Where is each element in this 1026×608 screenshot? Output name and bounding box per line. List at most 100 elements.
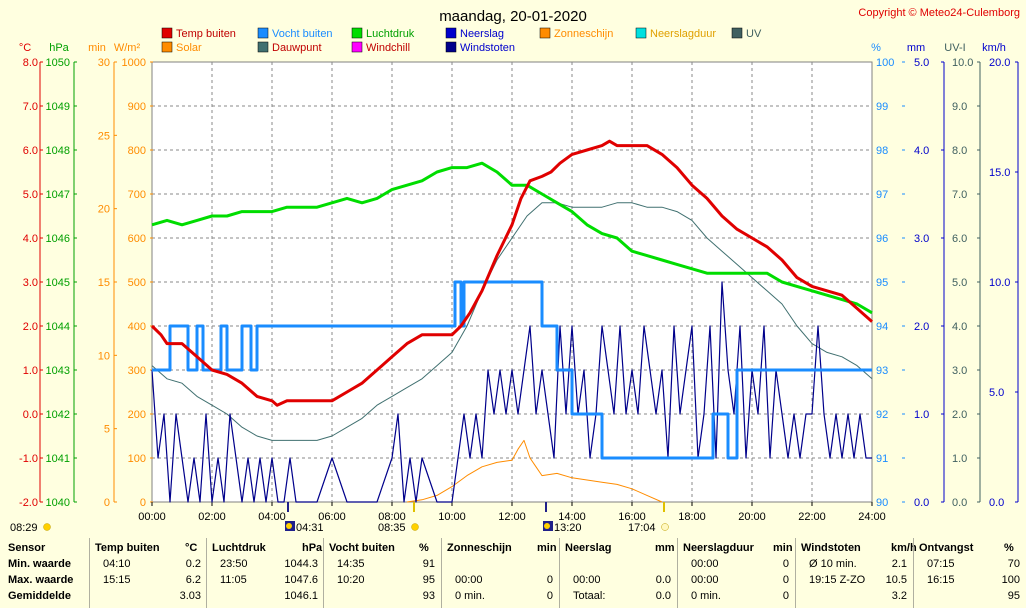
tick-label-solar: 200 [128, 409, 146, 421]
tick-label-solar: 0 [140, 497, 146, 509]
tick-label-uv: 3.0 [952, 365, 967, 377]
legend-swatch [257, 27, 269, 39]
table-cell-value: 1044.3 [284, 558, 318, 570]
series-solar [406, 439, 663, 503]
axis-unit-uv: UV-I [944, 42, 965, 54]
table-cell-value: 0.0 [655, 574, 671, 586]
table-cell-value: 3.03 [179, 590, 201, 602]
tick-label-humidity: 97 [876, 189, 888, 201]
table-cell-time: 07:15 [927, 558, 955, 570]
table-cell-value: 0 [546, 574, 553, 586]
table-cell-time: 0 min. [455, 590, 485, 602]
table-cell-value: 0 [782, 574, 789, 586]
tick-label-temp: 0.0 [23, 409, 38, 421]
tick-label-pressure: 1047 [46, 189, 70, 201]
tick-label-temp: -1.0 [19, 453, 38, 465]
tick-label-uv: 2.0 [952, 409, 967, 421]
tick-label-pressure: 1044 [46, 321, 70, 333]
tick-label-solar: 900 [128, 101, 146, 113]
table-cell-time: 0 min. [691, 590, 721, 602]
tick-label-humidity: 93 [876, 365, 888, 377]
tick-label-humidity: 95 [876, 277, 888, 289]
axis-unit-rain: mm [907, 42, 925, 54]
legend-label: Solar [176, 42, 202, 54]
tick-label-humidity: 100 [876, 57, 894, 69]
table-cell-value: 6.2 [185, 574, 201, 586]
tick-label-temp: 3.0 [23, 277, 38, 289]
tick-label-uv: 9.0 [952, 101, 967, 113]
legend-swatch [161, 41, 173, 53]
tick-label-temp: -2.0 [19, 497, 38, 509]
table-column-unit: % [1004, 542, 1014, 554]
tick-label-solar: 800 [128, 145, 146, 157]
series-windstoten [151, 281, 872, 503]
legend-label: Zonneschijn [554, 28, 613, 40]
tick-label-solar: 100 [128, 453, 146, 465]
x-tick-label: 10:00 [438, 511, 466, 523]
table-column-divider [559, 538, 560, 608]
tick-label-humidity: 99 [876, 101, 888, 113]
table-cell-time: 00:00 [691, 574, 719, 586]
moon-icon-disc [544, 523, 550, 529]
legend-label: Neerslag [460, 28, 504, 40]
axis-unit-sunshine: min [88, 42, 106, 54]
table-cell-time: 23:50 [220, 558, 248, 570]
table-cell-time: 00:00 [573, 574, 601, 586]
table-row-label: Sensor [8, 542, 46, 554]
table-column-divider [89, 538, 90, 608]
table-cell-time: 16:15 [927, 574, 955, 586]
legend-label: Vocht buiten [272, 28, 333, 40]
tick-label-uv: 4.0 [952, 321, 967, 333]
x-tick-label: 12:00 [498, 511, 526, 523]
tick-label-sunshine: 10 [98, 350, 110, 362]
table-cell-value: 95 [1007, 590, 1020, 602]
tick-label-sunshine: 30 [98, 57, 110, 69]
table-column-divider [677, 538, 678, 608]
tick-label-sunshine: 25 [98, 130, 110, 142]
table-cell-value: 2.1 [891, 558, 907, 570]
table-column-divider [913, 538, 914, 608]
legend-swatch [257, 41, 269, 53]
tick-label-humidity: 91 [876, 453, 888, 465]
tick-label-rain: 2.0 [914, 321, 929, 333]
series-temp-buiten [150, 139, 873, 407]
tick-label-pressure: 1046 [46, 233, 70, 245]
tick-label-sunshine: 15 [98, 277, 110, 289]
table-column-unit: % [419, 542, 429, 554]
table-column-unit: min [537, 542, 557, 554]
legend-swatch [445, 27, 457, 39]
tick-label-pressure: 1048 [46, 145, 70, 157]
table-cell-value: 100 [1001, 574, 1020, 586]
tick-label-rain: 1.0 [914, 409, 929, 421]
tick-label-solar: 1000 [122, 57, 146, 69]
legend-swatch [445, 41, 457, 53]
legend-swatch [351, 27, 363, 39]
table-cell-value: 1046.1 [284, 590, 318, 602]
legend-label: Neerslagduur [650, 28, 716, 40]
table-column-header: Luchtdruk [212, 542, 266, 554]
table-cell-time: 11:05 [220, 574, 247, 586]
x-tick-label: 18:00 [678, 511, 706, 523]
chart-legend: Temp buiten Vocht buiten Luchtdruk Neerslag… [161, 27, 762, 54]
x-tick-label: 08:00 [378, 511, 406, 523]
tick-label-wind: 5.0 [989, 387, 1004, 399]
tick-label-temp: 6.0 [23, 145, 38, 157]
table-cell-value: 0 [782, 558, 789, 570]
table-cell-value: 70 [1007, 558, 1020, 570]
table-cell-value: 0 [782, 590, 789, 602]
legend-label: Temp buiten [176, 28, 236, 40]
tick-label-temp: 4.0 [23, 233, 38, 245]
statistics-table: Sensor Min. waarde Max. waarde Gemiddelde Te… [0, 538, 1026, 608]
series-vocht-buiten [152, 280, 872, 460]
table-column-divider [795, 538, 796, 608]
table-row-label: Gemiddelde [8, 590, 71, 602]
axis-unit-humidity: % [871, 42, 881, 54]
tick-label-temp: 5.0 [23, 189, 38, 201]
series-lines [150, 139, 873, 503]
tick-label-pressure: 1042 [46, 409, 70, 421]
table-cell-value: 95 [422, 574, 435, 586]
tick-label-sunshine: 20 [98, 204, 110, 216]
table-cell-time: 04:10 [103, 558, 131, 570]
table-row-label: Min. waarde [8, 558, 71, 570]
